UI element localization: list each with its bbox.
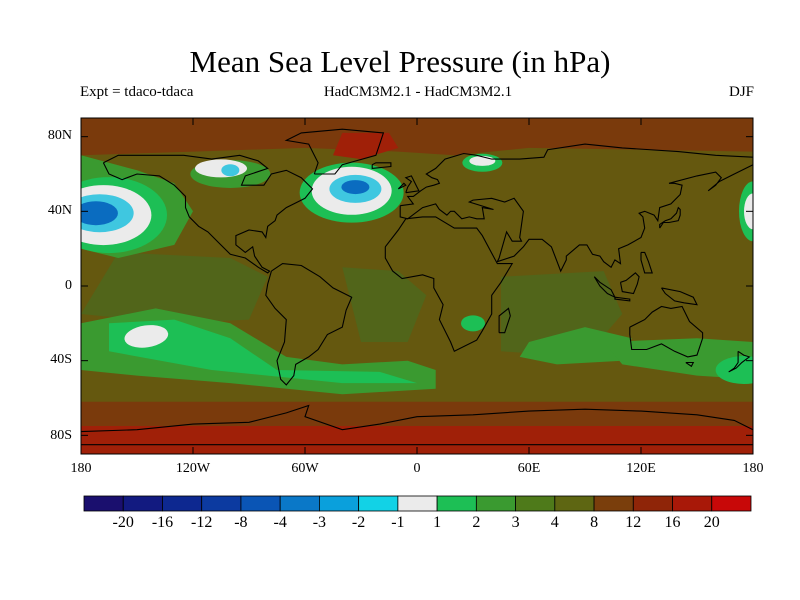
colorbar-label: 8 [590, 514, 599, 531]
colorbar-label: -2 [351, 514, 366, 531]
lon-label: 180 [742, 461, 764, 476]
colorbar-swatch [122, 495, 163, 512]
model-comparison-label: HadCM3M2.1 - HadCM3M2.1 [323, 84, 513, 100]
map-title: Mean Sea Level Pressure (in hPa) [189, 44, 611, 79]
colorbar-swatch [358, 495, 399, 512]
north-pacific-blue [81, 201, 118, 226]
philippines-coast [640, 251, 653, 274]
colorbar-swatch [554, 495, 595, 512]
north-atlantic-blue [341, 180, 370, 195]
colorbar-swatch [201, 495, 242, 512]
colorbar-label: 12 [625, 514, 642, 531]
southern-pacific-belt-light [109, 319, 417, 384]
lon-label: 120W [175, 461, 211, 476]
experiment-label: Expt = tdaco-tdaca [80, 84, 194, 100]
coastlines [81, 128, 753, 446]
colorbar-label: -1 [391, 514, 405, 531]
colorbar-label: -16 [151, 514, 174, 531]
britain-coast [404, 175, 420, 194]
lat-label: 40S [50, 352, 72, 367]
tasman-green [715, 356, 753, 384]
colorbar-label: -20 [112, 514, 134, 531]
colorbar [83, 495, 752, 512]
lat-label: 40N [47, 203, 72, 218]
east-pacific-shade [81, 252, 268, 324]
south-pacific-white-patch [124, 325, 169, 348]
pressure-field [81, 118, 753, 454]
iceland-coast [371, 162, 392, 170]
madagascar-coast [498, 307, 511, 334]
latitude-ticks [81, 136, 753, 436]
season-label: DJF [728, 84, 754, 100]
africa-coast [384, 216, 514, 353]
new-guinea-coast [661, 287, 698, 306]
lat-label: 80S [50, 428, 72, 443]
barents-white [469, 155, 496, 166]
colorbar-swatch [240, 495, 281, 512]
colorbar-swatch [711, 495, 752, 512]
arctic-high-band [81, 118, 753, 156]
colorbar-label: 16 [664, 514, 681, 531]
lat-label: 80N [47, 128, 72, 143]
tasmania-coast [685, 361, 695, 368]
colorbar-swatch [397, 495, 438, 512]
colorbar-swatch [162, 495, 203, 512]
colorbar-label: -12 [191, 514, 213, 531]
eurasia-coast [399, 143, 753, 273]
colorbar-label: -4 [273, 514, 287, 531]
southeast-africa-green [461, 315, 485, 332]
colorbar-label: -3 [312, 514, 327, 531]
colorbar-swatch [83, 495, 124, 512]
lon-label: 180 [70, 461, 92, 476]
colorbar-swatch [593, 495, 634, 512]
antarctic-max-band [81, 426, 753, 454]
ireland-coast [397, 182, 407, 190]
south-atlantic-shade [342, 267, 427, 342]
japan-coast [659, 206, 681, 229]
australia-south-belt [603, 338, 753, 380]
colorbar-swatch [475, 495, 516, 512]
lon-label: 60E [517, 461, 541, 476]
colorbar-swatch [515, 495, 556, 512]
south-america-coast [265, 263, 353, 386]
australia-coast [629, 305, 704, 358]
colorbar-swatch [279, 495, 320, 512]
antarctica-coast [81, 404, 753, 433]
lon-label: 0 [413, 461, 421, 476]
colorbar-label: 20 [703, 514, 720, 531]
greenland-max [333, 132, 399, 160]
indian-belt [519, 327, 632, 365]
borneo-coast [619, 272, 640, 295]
java-coast [614, 296, 631, 302]
longitude-ticks [80, 118, 754, 454]
lon-label: 60W [291, 461, 319, 476]
new-zealand-coast [728, 350, 751, 373]
canada-cyan [221, 164, 240, 177]
lon-label: 120E [626, 461, 656, 476]
colorbar-label: 1 [433, 514, 442, 531]
colorbar-swatch [436, 495, 477, 512]
colorbar-label: 2 [472, 514, 481, 531]
north-america-coast [102, 154, 314, 274]
colorbar-swatch [632, 495, 673, 512]
colorbar-label: 4 [550, 514, 559, 531]
colorbar-swatch [672, 495, 713, 512]
lat-label: 0 [65, 278, 72, 293]
colorbar-swatch [319, 495, 360, 512]
map-plot-area [81, 118, 753, 454]
greenland-coast [284, 128, 385, 175]
canada-white [195, 159, 247, 178]
colorbar-label: -8 [234, 514, 248, 531]
colorbar-label: 3 [511, 514, 520, 531]
